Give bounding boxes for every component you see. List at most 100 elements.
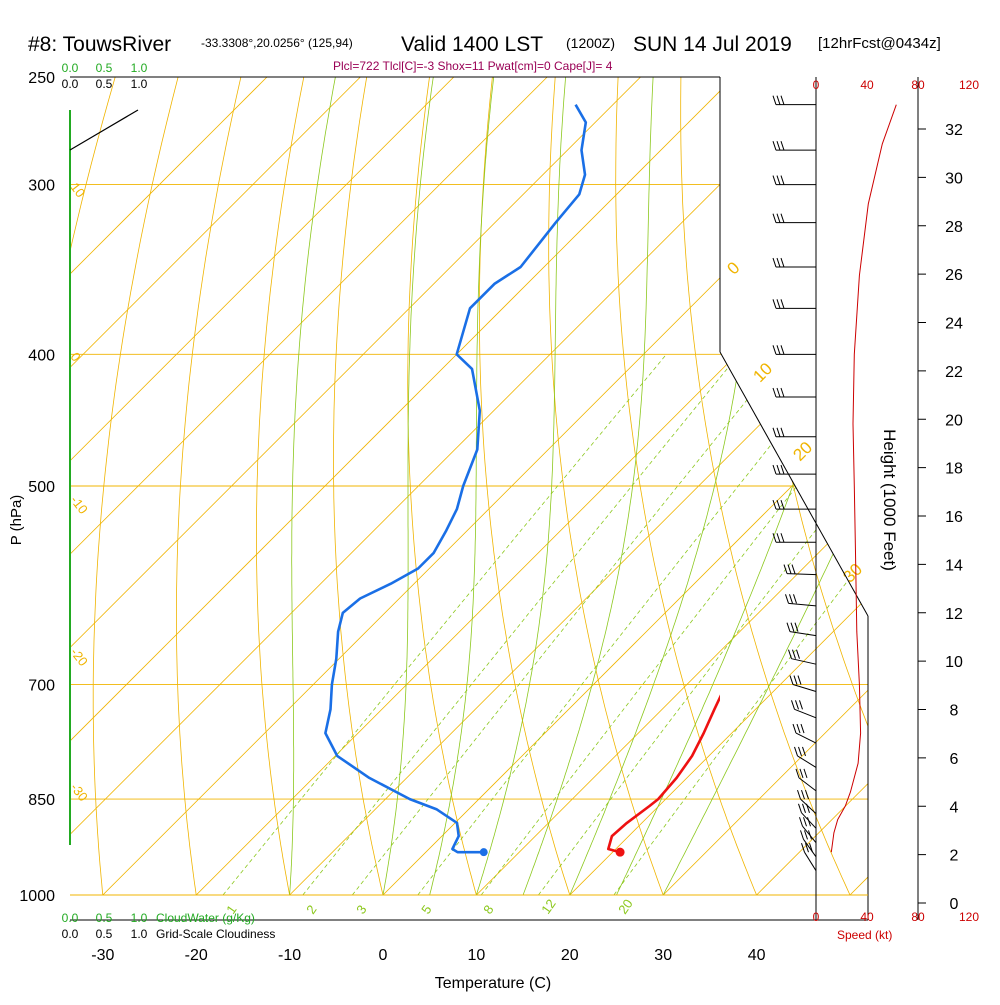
- stability-indices: Plcl=722 Tlcl[C]=-3 Shox=11 Pwat[cm]=0 C…: [333, 59, 613, 73]
- mixing-ratio-label: 20: [615, 896, 636, 916]
- p-tick-label: 500: [28, 479, 55, 496]
- wind-barb-flag: [772, 387, 777, 398]
- wind-barb-flag: [793, 675, 798, 685]
- wind-barb-flag: [801, 789, 805, 800]
- wind-barb-flag: [807, 817, 811, 827]
- wind-barb-flag: [803, 768, 808, 779]
- wind-barb-flag: [772, 533, 777, 543]
- wind-barb-flag: [809, 843, 813, 853]
- isotherm-line: [70, 77, 828, 895]
- wind-barb-flag: [776, 213, 781, 223]
- p-tick-label: 1000: [19, 888, 55, 905]
- height-tick-label: 18: [945, 461, 963, 478]
- wind-barb-flag: [799, 768, 804, 779]
- mixing-ratio-line: [417, 354, 844, 895]
- wind-barb-flag: [786, 622, 791, 632]
- wind-barb-flag: [791, 700, 795, 710]
- wind-barb-flag: [791, 564, 796, 574]
- height-tick-label: 14: [945, 557, 963, 574]
- height-tick-label: 28: [945, 219, 963, 236]
- wind-barb-flag: [789, 675, 794, 685]
- wind-barb: [792, 684, 817, 693]
- mixing-ratio-label: 8: [480, 902, 496, 917]
- wind-barb-flag: [772, 95, 777, 105]
- wind-barb-flag: [790, 622, 795, 632]
- wind-barb: [800, 798, 817, 814]
- valid-date: SUN 14 Jul 2019: [633, 33, 792, 56]
- cloudiness-line: [69, 109, 139, 151]
- height-tick-label: 0: [950, 896, 959, 913]
- height-tick-label: 32: [945, 122, 963, 139]
- height-tick-label: 22: [945, 364, 963, 381]
- moist-adiabat-line: [662, 77, 868, 895]
- wind-barb-flag: [800, 830, 804, 840]
- speed-tick-bottom: 0: [813, 910, 820, 924]
- wind-barb-flag: [799, 817, 803, 827]
- mixing-ratio-line: [613, 354, 868, 895]
- height-tick-label: 2: [950, 848, 959, 865]
- cloudwater-tick-top: 0.5: [96, 61, 113, 75]
- wind-barb-flag: [780, 533, 785, 543]
- cloudwater-label: CloudWater (g/Kg): [156, 911, 255, 925]
- x-tick-label: 30: [654, 947, 672, 964]
- wind-barb-flag: [794, 746, 798, 757]
- wind-barb-flag: [776, 464, 781, 475]
- wind-barb-flag: [776, 345, 781, 355]
- dry-adiabat-line: [407, 77, 486, 895]
- wind-barb-flag: [805, 843, 809, 853]
- wind-barb-flag: [804, 830, 808, 840]
- cloudwater-tick-bottom: 1.0: [131, 911, 148, 925]
- wind-barb: [789, 631, 817, 637]
- cloudiness-tick-bottom: 0.0: [62, 927, 79, 941]
- isotherm-line: [849, 77, 868, 895]
- mixing-ratio-label: 5: [418, 902, 434, 917]
- wind-barb-flag: [798, 803, 802, 813]
- wind-barb-flag: [789, 594, 793, 604]
- isotherm-line: [70, 77, 268, 895]
- cloudiness-label: Grid-Scale Cloudiness: [156, 927, 275, 941]
- isotherm-line: [476, 77, 868, 895]
- wind-barb-flag: [797, 789, 801, 800]
- p-tick-label: 850: [28, 792, 55, 809]
- wind-barb-flag: [797, 675, 802, 685]
- height-tick-label: 10: [945, 654, 963, 671]
- x-tick-label: 20: [561, 947, 579, 964]
- mixing-ratio-line: [480, 354, 868, 895]
- height-tick-label: 30: [945, 170, 963, 187]
- wind-barb-flag: [792, 723, 797, 734]
- station-title: #8: TouwsRiver: [28, 33, 171, 56]
- adiabat-label: 20: [789, 438, 816, 465]
- y-axis-title: P (hPa): [8, 495, 25, 546]
- mixing-ratio-label: 3: [353, 902, 369, 917]
- p-tick-label: 700: [28, 678, 55, 695]
- wind-barb-flag: [780, 499, 785, 510]
- wind-barb-flag: [800, 723, 805, 734]
- wind-barb-flag: [795, 700, 799, 710]
- wind-barb: [794, 708, 817, 719]
- wind-barb-flag: [776, 141, 781, 151]
- dry-adiabat-line: [992, 53, 1000, 924]
- speed-trace: [830, 104, 897, 853]
- wind-barb: [786, 573, 817, 576]
- height-axis-title: Height (1000 Feet): [880, 429, 899, 571]
- dry-adiabat-line: [805, 77, 868, 895]
- wind-barb-flag: [776, 257, 781, 268]
- wind-barb-flag: [783, 564, 788, 574]
- plot-frame: -30 -20 -10 0 10 20 30 402503004005007008501000…: [19, 61, 869, 964]
- wind-barb-flag: [805, 789, 809, 800]
- wind-barb-flag: [799, 700, 803, 710]
- x-tick-label: 40: [748, 947, 766, 964]
- height-tick-label: 4: [950, 799, 959, 816]
- station-coords: -33.3308°,20.0256° (125,94): [201, 36, 353, 50]
- mixing-ratio-label: 12: [538, 896, 559, 916]
- cloudiness-tick-top: 0.5: [96, 77, 113, 91]
- wind-barb-flag: [785, 594, 789, 604]
- wind-barb-flag: [780, 387, 785, 398]
- wind-barb-flag: [776, 533, 781, 543]
- wind-barb-flag: [796, 723, 801, 734]
- isotherm-line: [70, 77, 548, 895]
- isotherm-line: [289, 77, 868, 895]
- wind-barb-flag: [776, 299, 781, 309]
- cloudiness-tick-top: 1.0: [131, 77, 148, 91]
